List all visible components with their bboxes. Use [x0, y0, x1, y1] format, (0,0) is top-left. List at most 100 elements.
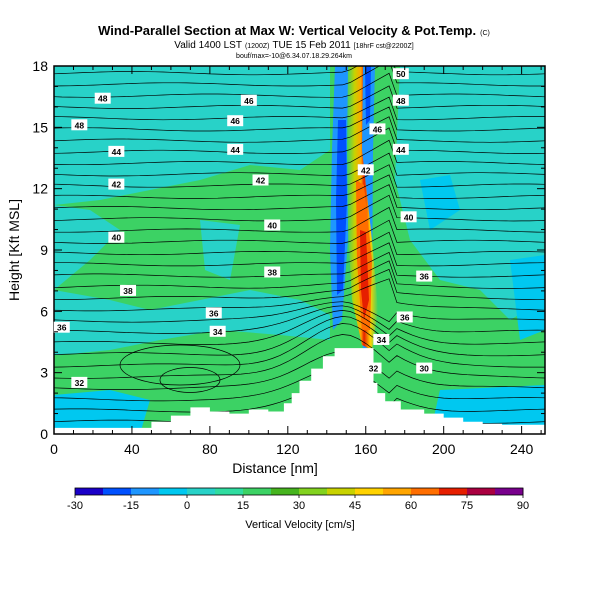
x-axis-label: Distance [nm]: [232, 460, 318, 476]
contour-label-text: 36: [209, 308, 219, 318]
colorbar-tick-label: -30: [67, 500, 83, 512]
contour-label-text: 32: [75, 378, 85, 388]
contour-label: 38: [120, 284, 137, 296]
contour-label-text: 46: [230, 116, 240, 126]
contour-label: 32: [365, 362, 382, 374]
colorbar-swatch: [355, 488, 384, 495]
contour-labels: 48 48 46 46 44 44 42 42 40 40 38 38 36 36 34 32 50 48 46 44…: [53, 68, 433, 388]
colorbar-tick-label: 0: [184, 500, 190, 512]
updraft-core: [360, 230, 369, 320]
contour-label-text: 34: [213, 327, 223, 337]
contour-label: 44: [227, 143, 244, 155]
colorbar-swatch: [103, 488, 132, 495]
x-tick-label: 240: [510, 441, 534, 457]
contour-label: 36: [53, 321, 70, 333]
theta-contour-line: [54, 323, 545, 368]
contour-label: 46: [227, 115, 244, 127]
theta-contour-line: [54, 96, 545, 121]
colorbar-swatch: [159, 488, 188, 495]
colorbar-swatch: [327, 488, 356, 495]
velocity-region: [420, 175, 460, 230]
colorbar-swatch: [495, 488, 524, 495]
contour-label-box: [94, 92, 111, 104]
colorbar-swatch: [75, 488, 104, 495]
x-tick-label: 160: [354, 441, 378, 457]
colorbar-swatch: [411, 488, 440, 495]
contour-label-text: 46: [244, 96, 254, 106]
contour-label-text: 34: [377, 335, 387, 345]
contour-label: 36: [416, 270, 433, 282]
y-tick-label: 0: [40, 426, 48, 442]
contour-label-box: [396, 311, 413, 323]
y-tick-label: 18: [32, 58, 48, 74]
y-tick-label: 12: [32, 181, 48, 197]
contour-label: 36: [396, 311, 413, 323]
contour-label: 38: [264, 266, 281, 278]
contour-label-box: [416, 270, 433, 282]
colorbar-swatch: [187, 488, 216, 495]
contour-label-text: 46: [373, 124, 383, 134]
contour-label-text: 40: [404, 212, 414, 222]
contour-label: 50: [392, 68, 409, 80]
y-tick-label: 9: [40, 242, 48, 258]
theta-contour-line: [54, 116, 545, 143]
theta-contour-line: [54, 316, 545, 357]
contour-label-text: 44: [112, 147, 122, 157]
theta-contour-line: [54, 219, 545, 244]
contour-label-box: [400, 211, 417, 223]
colorbar-tick-label: 45: [349, 500, 361, 512]
contour-label-box: [227, 143, 244, 155]
chart-title: Wind-Parallel Section at Max W: Vertical…: [98, 23, 490, 38]
contour-label-box: [416, 362, 433, 374]
theta-contour-line: [54, 310, 545, 345]
colorbar-swatch: [383, 488, 412, 495]
contour-label-text: 40: [112, 233, 122, 243]
contour-label: 42: [108, 178, 125, 190]
theta-contour-line: [54, 194, 545, 222]
colorbar-label: Vertical Velocity [cm/s]: [245, 519, 354, 531]
contour-label-text: 42: [256, 175, 266, 185]
contour-label: 46: [369, 123, 386, 135]
contour-label-box: [373, 333, 390, 345]
contour-label-text: 50: [396, 69, 406, 79]
x-tick-label: 40: [124, 441, 140, 457]
theta-contour-line: [54, 174, 545, 199]
theta-contour-line: [54, 72, 545, 98]
theta-contour-line: [54, 334, 545, 379]
contour-label-box: [209, 325, 226, 337]
colorbar-tick-label: 30: [293, 500, 305, 512]
theta-contour-line: [54, 268, 545, 301]
velocity-region: [54, 205, 120, 290]
contour-label: 40: [108, 231, 125, 243]
contour-label-box: [53, 321, 70, 333]
contour-label: 48: [71, 119, 88, 130]
contour-label-box: [108, 178, 125, 190]
contour-label-text: 48: [396, 96, 406, 106]
theta-contour-line: [54, 139, 545, 166]
contour-label-text: 42: [361, 165, 371, 175]
colorbar-swatch: [215, 488, 244, 495]
contour-label-text: 38: [123, 286, 133, 296]
theta-contour-line: [54, 127, 545, 154]
contour-label-box: [71, 376, 88, 388]
contour-label-box: [120, 284, 137, 296]
contour-label: 30: [416, 362, 433, 374]
velocity-region: [54, 390, 150, 434]
contour-label-box: [252, 174, 269, 186]
contour-label-text: 44: [396, 145, 406, 155]
contour-label: 42: [252, 174, 269, 186]
y-tick-label: 6: [40, 303, 48, 319]
contour-label-box: [240, 94, 257, 106]
theta-contour-line: [159, 367, 221, 393]
theta-contour-line: [54, 152, 545, 177]
theta-contour-line: [54, 85, 545, 109]
contour-label: 44: [108, 145, 125, 157]
contour-label: 46: [240, 94, 257, 106]
plot-field: [54, 66, 545, 434]
y-axis-label: Height [Kft MSL]: [6, 199, 22, 301]
theta-contour-line: [54, 366, 545, 402]
theta-contour-line: [54, 242, 545, 267]
contour-label: 48: [392, 94, 409, 106]
colorbar-tick-label: 90: [517, 500, 529, 512]
